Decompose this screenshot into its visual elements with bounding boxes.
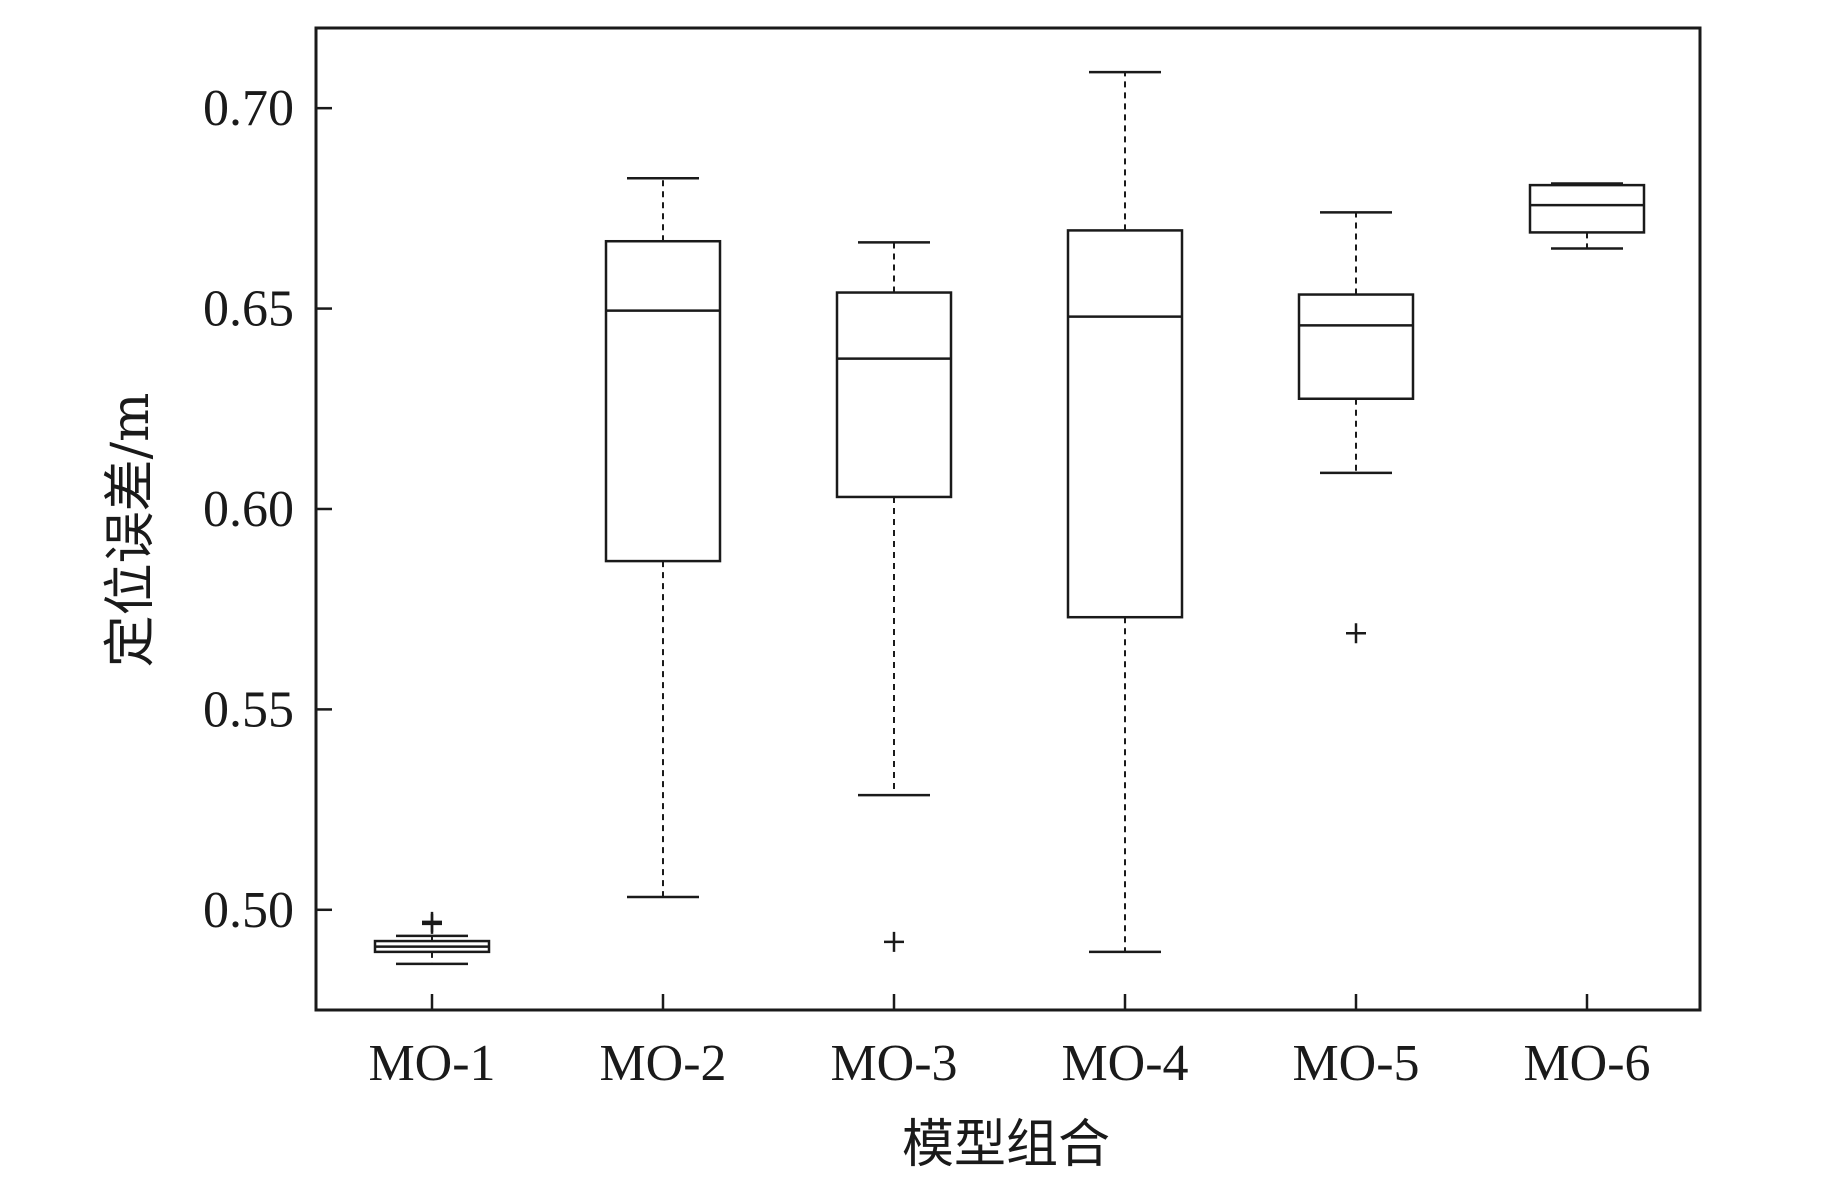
iqr-box bbox=[604, 239, 722, 563]
x-tick-label: MO-4 bbox=[1061, 1035, 1188, 1092]
iqr-box bbox=[835, 291, 953, 499]
y-tick-label: 0.65 bbox=[203, 281, 294, 338]
y-tick-label: 0.70 bbox=[203, 80, 294, 137]
iqr-box bbox=[1297, 293, 1415, 401]
iqr-box bbox=[1528, 183, 1646, 234]
y-tick-label: 0.60 bbox=[203, 481, 294, 538]
plot-layer: 0.50 0.55 0.60 0.65 0.70 MO-1 MO-2 MO-3 MO-4 MO-5… bbox=[203, 26, 1702, 1092]
x-tick-label: MO-2 bbox=[599, 1035, 726, 1092]
x-axis-title: 模型组合 bbox=[902, 1115, 1110, 1175]
x-tick-label: MO-5 bbox=[1292, 1035, 1419, 1092]
outlier-point bbox=[1346, 623, 1366, 644]
x-tick-label: MO-1 bbox=[368, 1035, 495, 1092]
y-tick-label: 0.55 bbox=[203, 681, 294, 738]
iqr-box bbox=[1066, 229, 1184, 619]
outlier-point bbox=[422, 911, 442, 932]
y-axis-title: 定位误差/m bbox=[101, 393, 161, 668]
x-tick-label: MO-3 bbox=[830, 1035, 957, 1092]
x-tick-label: MO-6 bbox=[1523, 1035, 1650, 1092]
outlier-point bbox=[884, 931, 904, 952]
plot-frame bbox=[314, 26, 1702, 1012]
y-tick-label: 0.50 bbox=[203, 882, 294, 939]
